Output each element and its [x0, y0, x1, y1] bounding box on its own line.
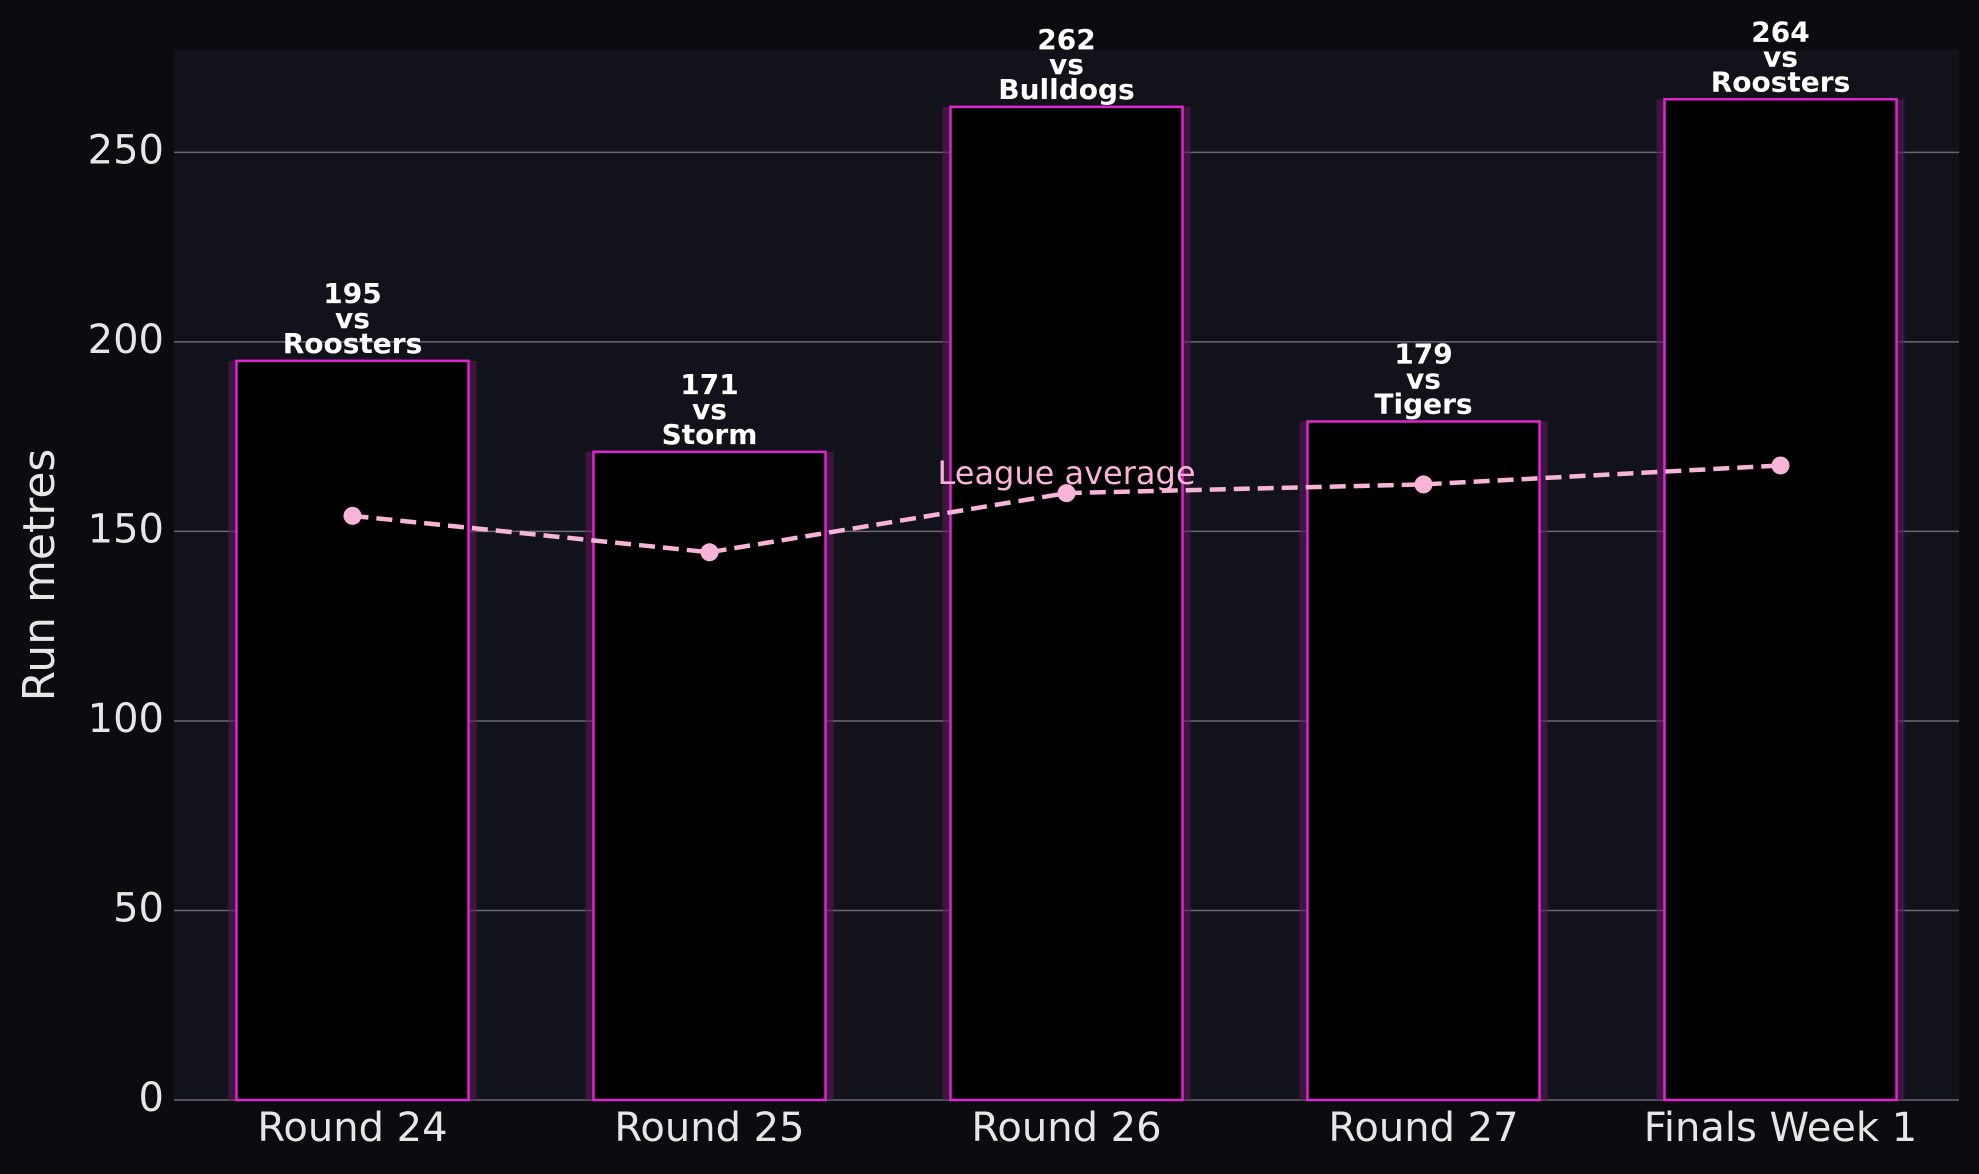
data-label-opponent: Storm [662, 418, 758, 451]
y-tick-label: 150 [88, 506, 164, 552]
data-label-opponent: Tigers [1374, 387, 1472, 420]
data-label-vs: vs [1763, 40, 1798, 73]
bar [235, 359, 470, 1102]
y-tick-label: 0 [139, 1075, 164, 1121]
data-label: 179 [1394, 337, 1452, 370]
x-tick-label: Round 26 [971, 1105, 1161, 1151]
bar [949, 105, 1184, 1102]
data-label-vs: vs [335, 302, 370, 335]
data-label-opponent: Bulldogs [998, 73, 1134, 106]
x-tick-label: Round 25 [614, 1105, 804, 1151]
x-tick-label: Round 24 [257, 1105, 447, 1151]
average-marker [700, 543, 719, 562]
y-axis-label: Run metres [14, 449, 65, 702]
average-marker [1771, 456, 1790, 475]
data-label-opponent: Roosters [283, 327, 423, 360]
data-label-vs: vs [1049, 48, 1084, 81]
average-marker [1057, 484, 1076, 503]
data-label: 195 [323, 277, 381, 310]
x-tick-label: Finals Week 1 [1644, 1105, 1918, 1151]
data-label-opponent: Roosters [1711, 65, 1851, 98]
x-tick-label: Round 27 [1328, 1105, 1518, 1151]
y-tick-label: 100 [88, 696, 164, 742]
data-label: 264 [1751, 15, 1809, 48]
average-marker [343, 506, 362, 525]
y-tick-label: 50 [113, 885, 164, 931]
average-annotation: League average [937, 454, 1195, 492]
bar [1663, 98, 1898, 1102]
average-marker [1414, 475, 1433, 494]
data-label-vs: vs [1406, 362, 1441, 395]
y-tick-label: 200 [88, 317, 164, 363]
data-label: 262 [1037, 23, 1095, 56]
y-tick-label: 250 [88, 127, 164, 173]
bar [1306, 420, 1541, 1102]
data-label: 171 [680, 368, 738, 401]
data-label-vs: vs [692, 393, 727, 426]
